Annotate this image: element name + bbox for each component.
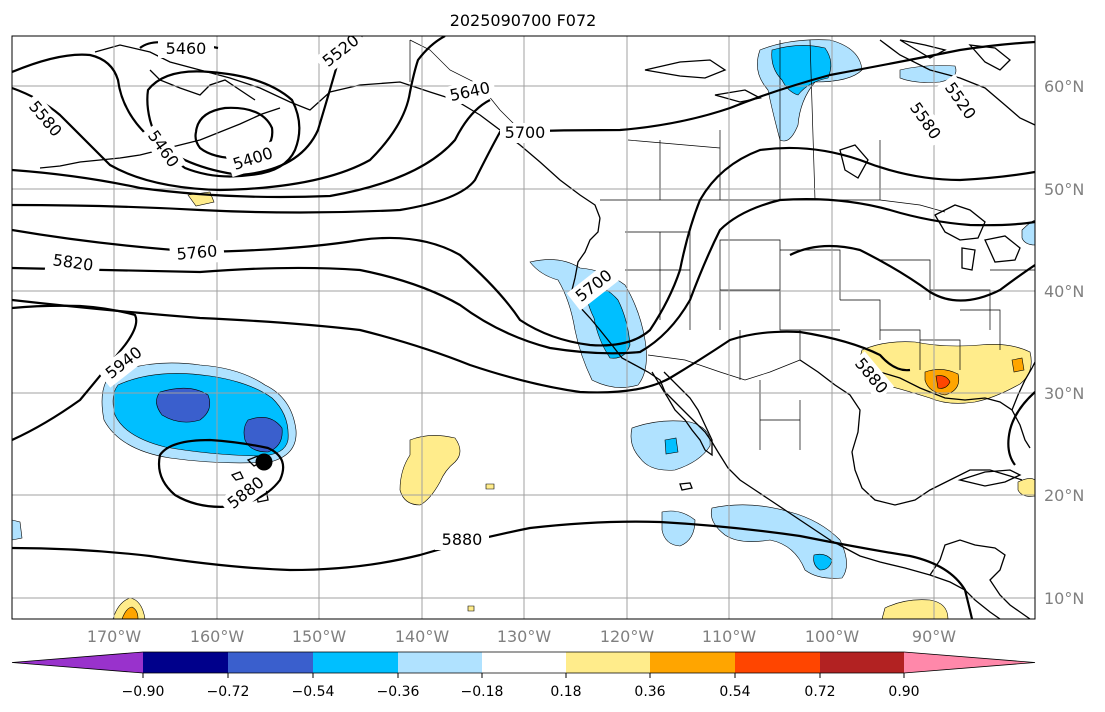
border-states (625, 231, 1035, 380)
map-area: 5460 5520 5580 5460 5400 5640 5700 5580 … (12, 36, 1035, 619)
colorbar-segment (735, 652, 820, 673)
colorbar-tick-label: 0.36 (634, 684, 665, 700)
colorbar-segment (313, 652, 398, 673)
coastline-small-island (679, 482, 693, 491)
colorbar-segment (482, 652, 566, 673)
contour-5520 (12, 36, 363, 177)
shade-light-blue-tropics-1 (661, 510, 696, 547)
map-frame (11, 35, 1036, 620)
contour-label: 5760 (176, 241, 218, 263)
colorbar-extend-low (12, 652, 143, 673)
shade-blue-coast (584, 281, 631, 359)
shade-light-blue-west-edge (12, 519, 23, 541)
lon-tick-label: 90°W (912, 627, 956, 646)
colorbar-tick-label: 0.90 (888, 684, 919, 700)
lon-tick-label: 120°W (600, 627, 655, 646)
colorbar: −0.90 −0.72 −0.54 −0.36 −0.18 0.18 0.36 … (11, 651, 1036, 700)
lat-tick-label: 30°N (1044, 384, 1084, 403)
contour-5880-north (12, 298, 911, 394)
lon-tick-label: 170°W (87, 627, 142, 646)
lon-tick-label: 150°W (292, 627, 347, 646)
colorbar-extend-high (904, 652, 1035, 673)
shade-dark-blue-pacific-2 (243, 417, 283, 453)
coastline-alaska-south (94, 44, 601, 219)
map-title: 2025090700 F072 (450, 11, 597, 30)
contour-5580 (12, 36, 446, 192)
shade-blue-baja (664, 437, 679, 455)
coastline-florida (1011, 361, 1035, 411)
colorbar-tick-label: −0.90 (122, 684, 165, 700)
colorbar-tick-label: 0.18 (550, 684, 581, 700)
shade-orange-gulf-2 (1011, 357, 1025, 373)
contour-label: 5880 (442, 530, 483, 549)
contour-5880-ring (157, 438, 285, 508)
coastline-central-america (929, 539, 1031, 619)
shade-yellow-hawaii-east (399, 435, 461, 506)
contour-5940 (12, 304, 138, 442)
contour-label: 5460 (166, 39, 207, 58)
border-mexico-states (759, 380, 801, 450)
colorbar-tick-label: −0.72 (207, 684, 250, 700)
colorbar-tick-label: −0.36 (377, 684, 420, 700)
coastline-canada-islands (644, 39, 1011, 179)
border-us-mexico (647, 354, 801, 381)
lon-tick-label: 100°W (805, 627, 860, 646)
contour-5820 (12, 198, 1035, 355)
shade-yellow-dot-2 (485, 483, 495, 490)
lon-axis: 170°W 160°W 150°W 140°W 130°W 120°W 110°… (87, 627, 956, 646)
shading-layer (12, 39, 1035, 619)
lat-axis: 60°N 50°N 40°N 30°N 20°N 10°N (1044, 77, 1084, 608)
colorbar-tick-label: −0.18 (461, 684, 504, 700)
colorbar-tick-label: −0.54 (292, 684, 335, 700)
height-contours (12, 36, 1035, 619)
lon-tick-label: 110°W (702, 627, 757, 646)
lat-tick-label: 60°N (1044, 77, 1084, 96)
coastline-gulf-north (859, 364, 1031, 449)
colorbar-segment (650, 652, 735, 673)
contour-5880-arc (789, 244, 1035, 302)
contour-5640 (12, 99, 491, 199)
contour-5880-se (1007, 391, 1035, 466)
contour-5760 (12, 146, 1035, 347)
shade-light-blue-east (1021, 219, 1035, 246)
shade-orange-sw (121, 606, 139, 619)
low-center-dot (255, 453, 273, 471)
lon-tick-label: 140°W (395, 627, 450, 646)
shade-red-gulf (935, 375, 951, 389)
lat-tick-label: 10°N (1044, 589, 1084, 608)
colorbar-segment (398, 652, 482, 673)
colorbar-tick-label: 0.72 (804, 684, 835, 700)
colorbar-tick-label: 0.54 (719, 684, 750, 700)
gridlines (12, 36, 1035, 619)
coastline-hudson (879, 39, 1035, 126)
colorbar-segment (566, 652, 650, 673)
shade-dark-blue-pacific-1 (156, 387, 211, 423)
contour-5880-south (12, 520, 974, 619)
lon-tick-label: 130°W (497, 627, 552, 646)
colorbar-segment (820, 652, 904, 673)
shade-yellow-fl (1017, 478, 1035, 497)
contour-label: 5700 (505, 123, 546, 142)
shade-light-blue-tropics-2 (711, 504, 847, 579)
lat-tick-label: 50°N (1044, 180, 1084, 199)
coastline-great-lakes (934, 204, 1021, 271)
coastline-bristol (149, 69, 256, 101)
colorbar-segment (143, 652, 228, 673)
shade-blue-tropics (813, 553, 833, 571)
border-canada-provinces (627, 39, 881, 201)
lat-tick-label: 20°N (1044, 486, 1084, 505)
shade-yellow-dot-3 (467, 605, 475, 612)
lon-tick-label: 160°W (190, 627, 245, 646)
lat-tick-label: 40°N (1044, 282, 1084, 301)
shade-yellow-se (881, 599, 949, 619)
coastline-cuba (957, 469, 1022, 487)
colorbar-segment (228, 652, 313, 673)
